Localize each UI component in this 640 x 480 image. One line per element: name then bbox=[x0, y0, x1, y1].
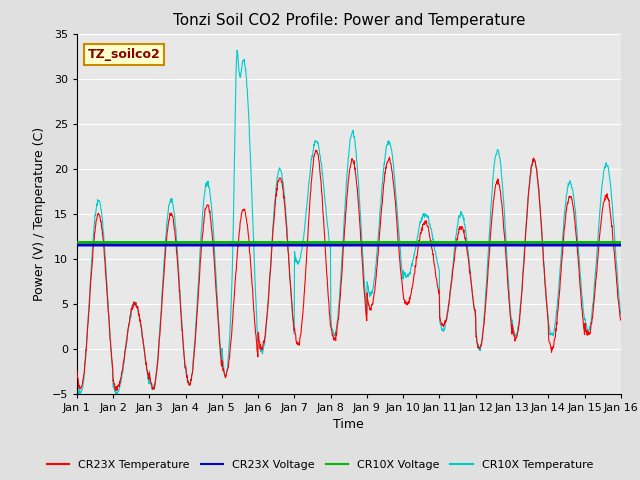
Text: TZ_soilco2: TZ_soilco2 bbox=[88, 48, 161, 61]
Legend: CR23X Temperature, CR23X Voltage, CR10X Voltage, CR10X Temperature: CR23X Temperature, CR23X Voltage, CR10X … bbox=[43, 456, 597, 474]
Title: Tonzi Soil CO2 Profile: Power and Temperature: Tonzi Soil CO2 Profile: Power and Temper… bbox=[173, 13, 525, 28]
Y-axis label: Power (V) / Temperature (C): Power (V) / Temperature (C) bbox=[33, 127, 46, 300]
X-axis label: Time: Time bbox=[333, 418, 364, 431]
